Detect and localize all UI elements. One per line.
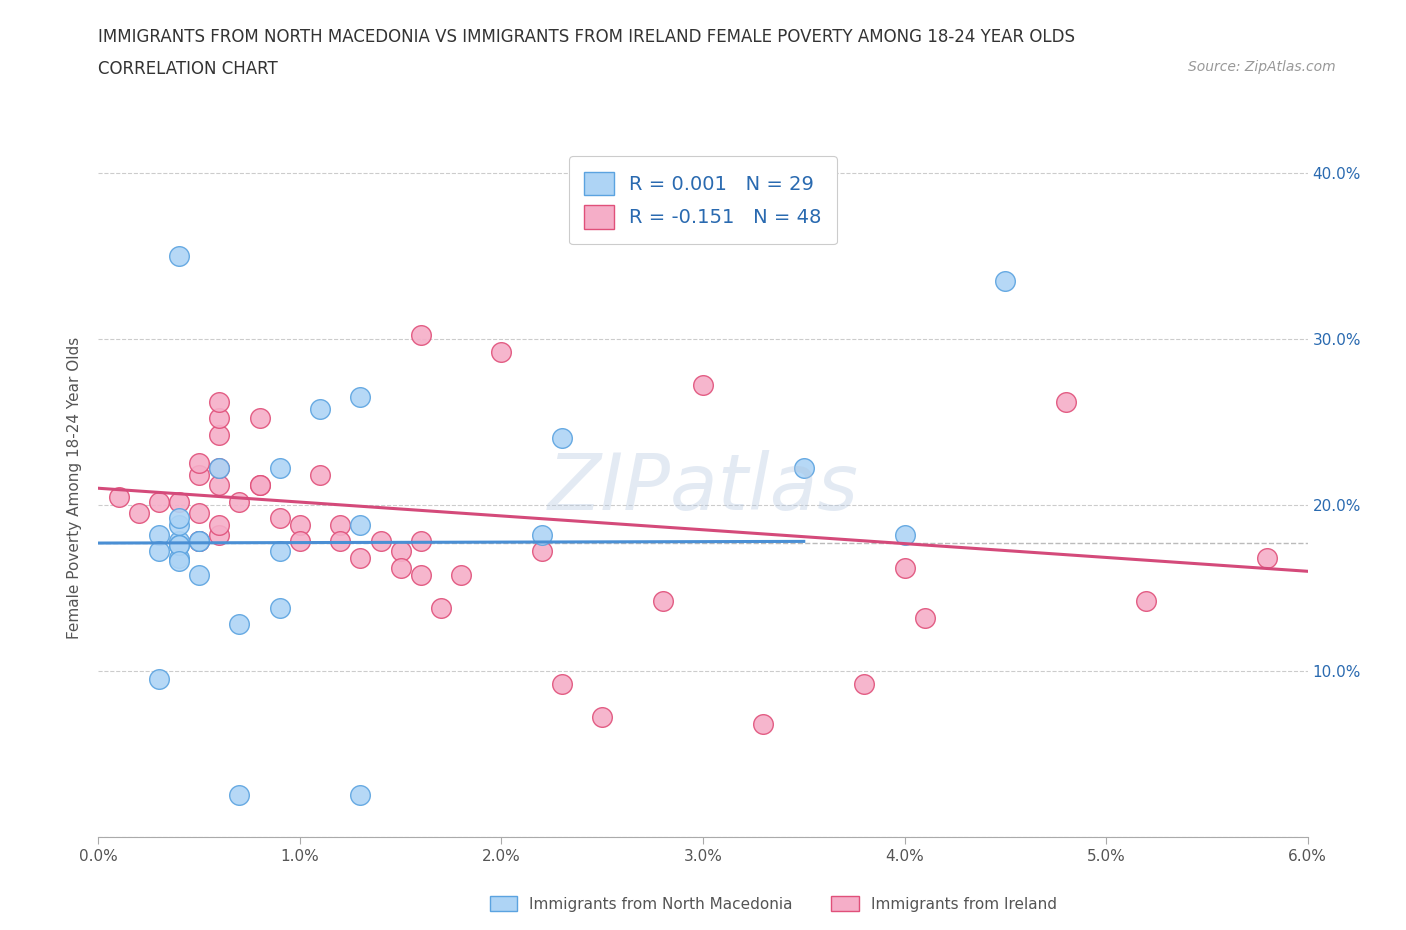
Point <box>409 567 432 582</box>
Point <box>208 394 231 409</box>
Point <box>530 527 553 542</box>
Point <box>167 511 190 525</box>
Point <box>188 456 211 471</box>
Point <box>228 494 250 509</box>
Point <box>450 567 472 582</box>
Point <box>288 534 311 549</box>
Point <box>188 506 211 521</box>
Point <box>329 534 352 549</box>
Point <box>370 534 392 549</box>
Point <box>167 551 190 565</box>
Point <box>269 601 291 616</box>
Point <box>409 328 432 343</box>
Point <box>1054 394 1077 409</box>
Point <box>208 517 231 532</box>
Point <box>409 534 432 549</box>
Point <box>167 534 190 549</box>
Point <box>167 494 190 509</box>
Point <box>491 345 513 360</box>
Point <box>148 494 170 509</box>
Legend: R = 0.001   N = 29, R = -0.151   N = 48: R = 0.001 N = 29, R = -0.151 N = 48 <box>569 156 837 245</box>
Point <box>288 517 311 532</box>
Point <box>128 506 150 521</box>
Point <box>249 411 271 426</box>
Point <box>591 710 613 724</box>
Point <box>249 477 271 492</box>
Point <box>167 538 190 552</box>
Point <box>752 717 775 732</box>
Y-axis label: Female Poverty Among 18-24 Year Olds: Female Poverty Among 18-24 Year Olds <box>67 338 83 640</box>
Point <box>893 527 915 542</box>
Point <box>188 534 211 549</box>
Point <box>167 538 190 552</box>
Point <box>148 527 170 542</box>
Point <box>208 527 231 542</box>
Point <box>430 601 453 616</box>
Text: IMMIGRANTS FROM NORTH MACEDONIA VS IMMIGRANTS FROM IRELAND FEMALE POVERTY AMONG : IMMIGRANTS FROM NORTH MACEDONIA VS IMMIG… <box>98 28 1076 46</box>
Point <box>309 468 332 483</box>
Point <box>167 517 190 532</box>
Point <box>1256 551 1278 565</box>
Point <box>914 610 936 625</box>
Point <box>208 461 231 476</box>
Point <box>269 461 291 476</box>
Point <box>208 428 231 443</box>
Point <box>793 461 815 476</box>
Point <box>167 554 190 569</box>
Point <box>530 544 553 559</box>
Point <box>551 677 574 692</box>
Point <box>389 544 412 559</box>
Point <box>167 248 190 263</box>
Point <box>651 593 673 608</box>
Point <box>188 468 211 483</box>
Point <box>349 517 371 532</box>
Point <box>551 431 574 445</box>
Point <box>692 378 714 392</box>
Point <box>188 534 211 549</box>
Point <box>208 411 231 426</box>
Point <box>188 567 211 582</box>
Point <box>1135 593 1157 608</box>
Point <box>188 534 211 549</box>
Point <box>349 551 371 565</box>
Point <box>329 517 352 532</box>
Text: ZIPatlas: ZIPatlas <box>547 450 859 526</box>
Point <box>188 534 211 549</box>
Point <box>228 788 250 803</box>
Legend: Immigrants from North Macedonia, Immigrants from Ireland: Immigrants from North Macedonia, Immigra… <box>484 889 1063 918</box>
Text: CORRELATION CHART: CORRELATION CHART <box>98 60 278 78</box>
Point <box>148 544 170 559</box>
Point <box>208 461 231 476</box>
Point <box>148 671 170 686</box>
Text: Source: ZipAtlas.com: Source: ZipAtlas.com <box>1188 60 1336 74</box>
Point <box>208 477 231 492</box>
Point <box>269 511 291 525</box>
Point <box>349 788 371 803</box>
Point <box>853 677 876 692</box>
Point <box>994 273 1017 288</box>
Point <box>107 489 129 504</box>
Point <box>228 617 250 631</box>
Point <box>893 561 915 576</box>
Point <box>389 561 412 576</box>
Point <box>309 401 332 416</box>
Point <box>269 544 291 559</box>
Point <box>249 477 271 492</box>
Point <box>349 390 371 405</box>
